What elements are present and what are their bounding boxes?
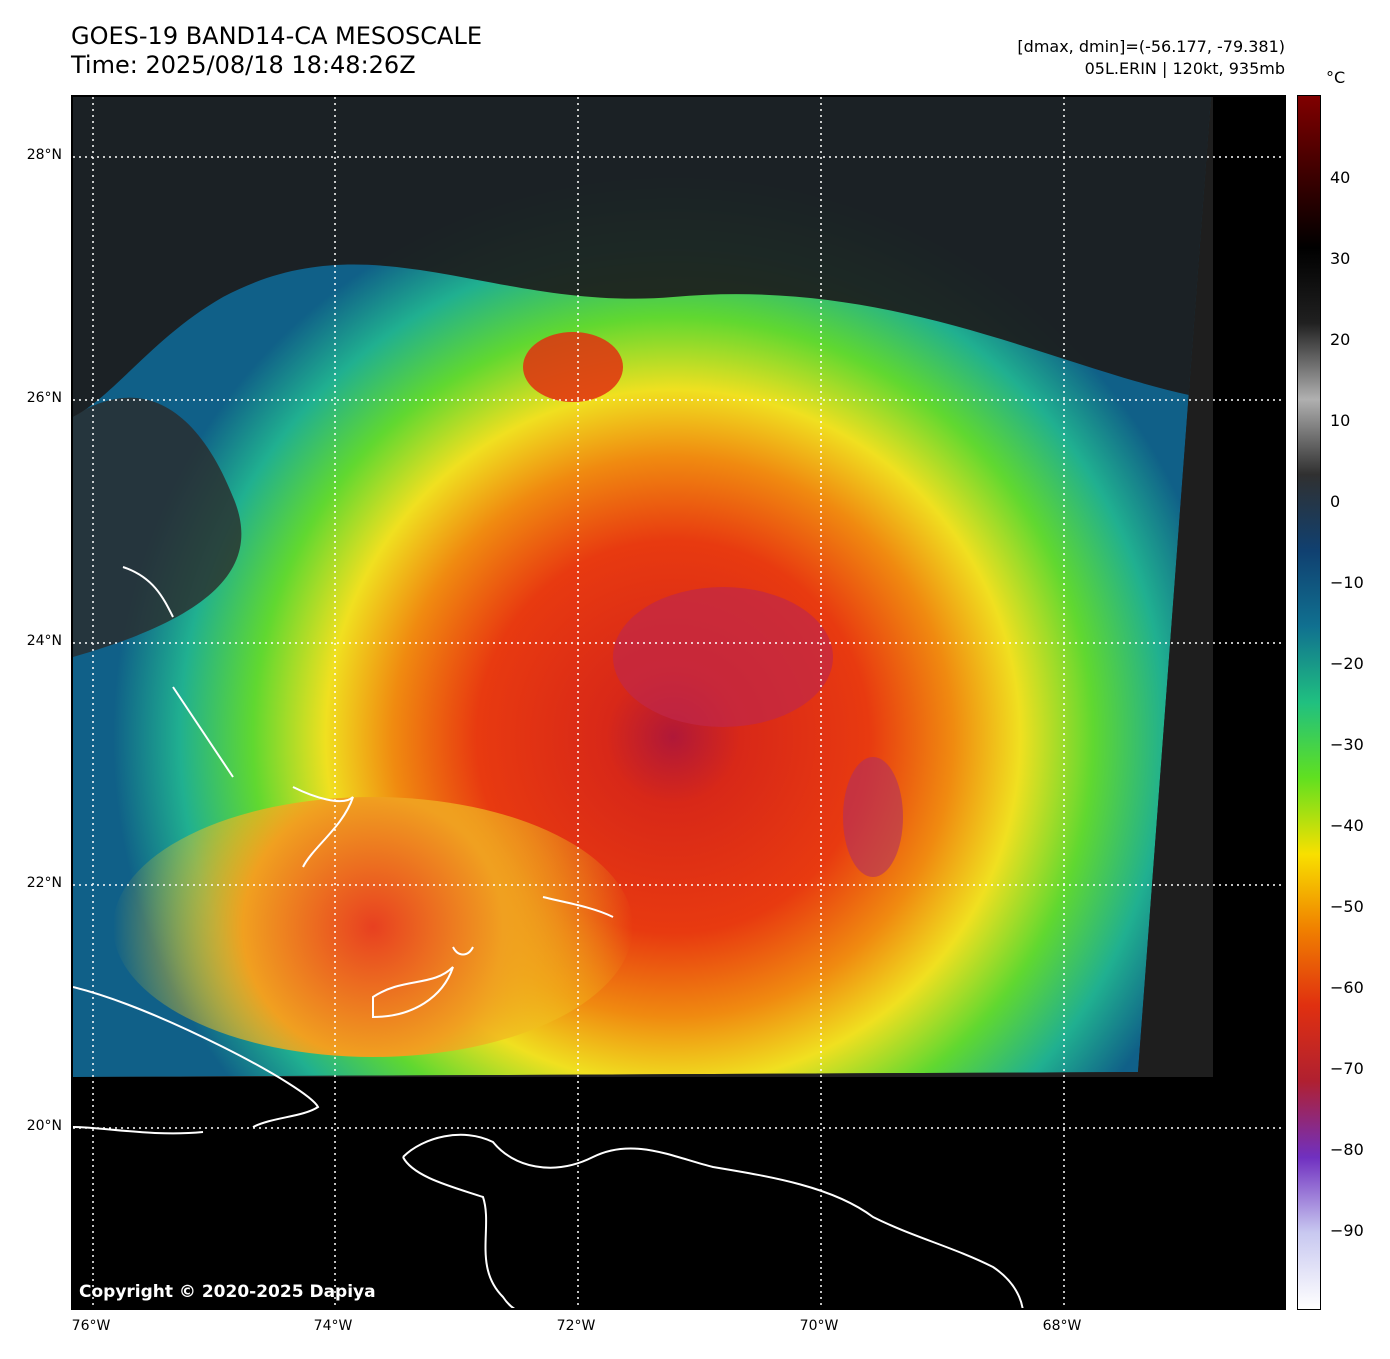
satellite-imagery — [73, 97, 1284, 1308]
graticule-lines — [73, 97, 1284, 1308]
lon-label-72w: 72°W — [556, 1318, 596, 1334]
colorbar-tick: 10 — [1330, 411, 1351, 430]
colorbar-tick: −50 — [1330, 897, 1364, 916]
colorbar-unit: °C — [1326, 68, 1346, 87]
lat-label-26n: 26°N — [26, 390, 62, 406]
colorbar-tick: 20 — [1330, 330, 1351, 349]
colorbar-tick: −70 — [1330, 1059, 1364, 1078]
colorbar-tick: −30 — [1330, 735, 1364, 754]
colorbar — [1297, 95, 1321, 1310]
copyright-text: Copyright © 2020-2025 Dapiya — [79, 1282, 376, 1302]
lat-label-28n: 28°N — [26, 147, 62, 163]
colorbar-tick: −40 — [1330, 816, 1364, 835]
lon-label-74w: 74°W — [313, 1318, 353, 1334]
colorbar-tick: 0 — [1330, 492, 1341, 511]
title-satellite: GOES-19 BAND14-CA MESOSCALE — [71, 22, 482, 50]
title-time: Time: 2025/08/18 18:48:26Z — [71, 51, 416, 79]
temperature-range-info: [dmax, dmin]=(-56.177, -79.381) — [1017, 37, 1285, 56]
colorbar-tick: 40 — [1330, 168, 1351, 187]
lon-label-76w: 76°W — [71, 1318, 111, 1334]
colorbar-tick: −90 — [1330, 1221, 1364, 1240]
lat-label-20n: 20°N — [26, 1118, 62, 1134]
lat-label-24n: 24°N — [26, 633, 62, 649]
coastline-outlines — [73, 566, 1024, 1308]
colorbar-tick: −80 — [1330, 1140, 1364, 1159]
colorbar-tick: 30 — [1330, 249, 1351, 268]
storm-info: 05L.ERIN | 120kt, 935mb — [1084, 59, 1285, 78]
lon-label-70w: 70°W — [799, 1318, 839, 1334]
lon-label-68w: 68°W — [1042, 1318, 1082, 1334]
colorbar-tick: −10 — [1330, 573, 1364, 592]
colorbar-tick: −60 — [1330, 978, 1364, 997]
satellite-map: Copyright © 2020-2025 Dapiya — [71, 95, 1286, 1310]
colorbar-tick: −20 — [1330, 654, 1364, 673]
lat-label-22n: 22°N — [26, 875, 62, 891]
